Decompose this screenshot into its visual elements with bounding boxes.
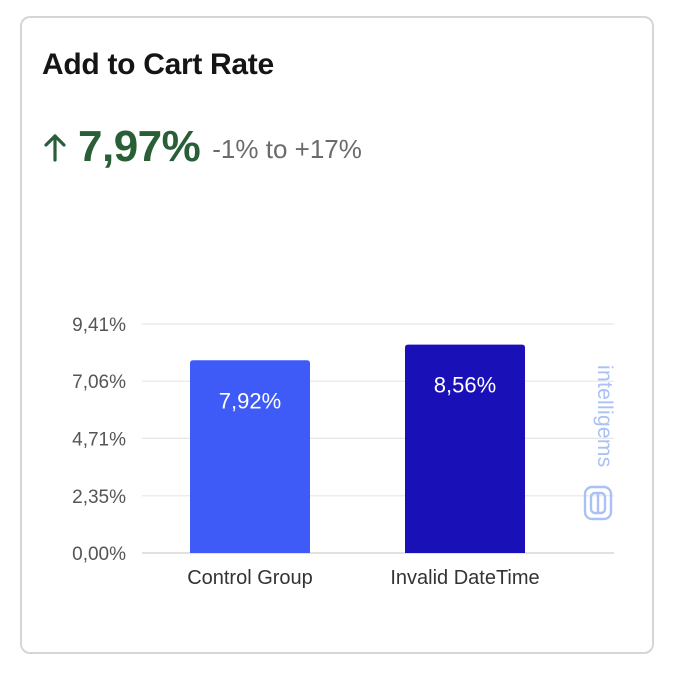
arrow-up-icon bbox=[44, 134, 66, 162]
brand-name: intelligems bbox=[593, 365, 616, 468]
x-axis-categories: Control Group Invalid DateTime bbox=[187, 567, 539, 589]
y-axis-ticks: 0,00% 2,35% 4,71% 7,06% 9,41% bbox=[72, 315, 126, 565]
brand-watermark: intelligems bbox=[593, 365, 616, 468]
bar[interactable] bbox=[190, 360, 310, 553]
bar-value-label: 8,56% bbox=[434, 373, 496, 398]
y-tick-label: 4,71% bbox=[72, 429, 126, 450]
y-tick-label: 7,06% bbox=[72, 372, 126, 393]
lift-range: -1% to +17% bbox=[212, 133, 362, 164]
x-category-label: Invalid DateTime bbox=[390, 567, 539, 589]
y-tick-label: 0,00% bbox=[72, 544, 126, 565]
metric-card bbox=[20, 16, 654, 654]
bar[interactable] bbox=[405, 344, 525, 553]
bars: 7,92% 8,56% bbox=[190, 344, 525, 553]
y-tick-label: 9,41% bbox=[72, 315, 126, 336]
card-title: Add to Cart Rate bbox=[42, 48, 274, 81]
lift-value: 7,97% bbox=[78, 122, 201, 171]
intelligems-logo-icon bbox=[583, 485, 613, 521]
bar-value-label: 7,92% bbox=[219, 388, 281, 413]
x-category-label: Control Group bbox=[187, 567, 313, 589]
lift-summary: 7,97% -1% to +17% bbox=[42, 122, 362, 172]
y-tick-label: 2,35% bbox=[72, 487, 126, 508]
